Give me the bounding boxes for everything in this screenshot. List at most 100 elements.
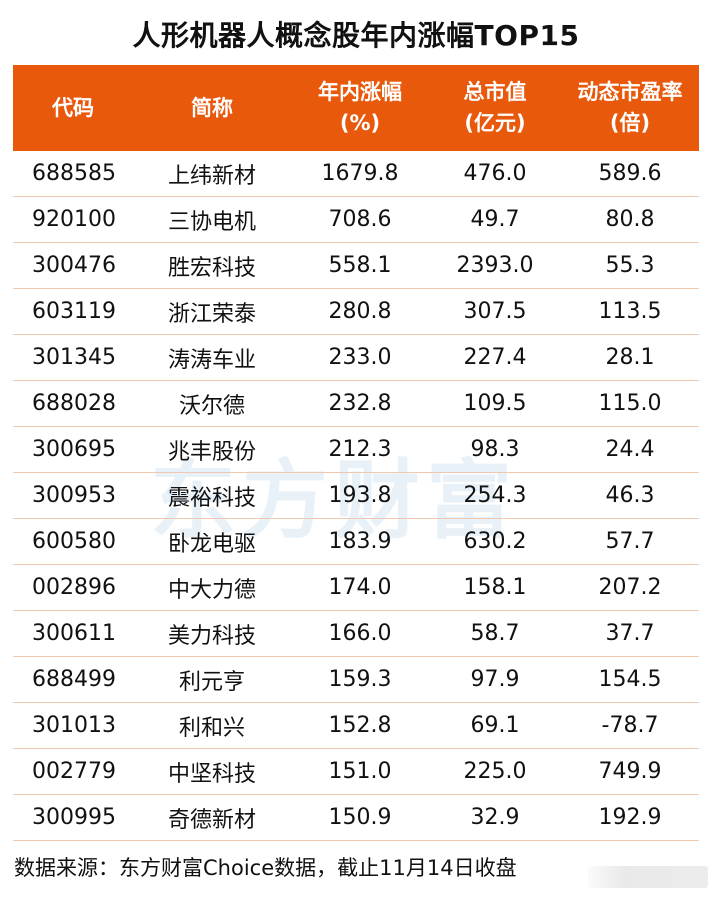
table-row: 688499 利元亨 159.3 97.9 154.5 xyxy=(13,657,699,703)
cell-market-cap: 227.4 xyxy=(463,345,527,370)
cell-market-cap: 476.0 xyxy=(463,161,527,186)
cell-pe-ratio: 115.0 xyxy=(598,391,662,416)
cell-ytd-change: 150.9 xyxy=(328,805,392,830)
table-row: 688585 上纬新材 1679.8 476.0 589.6 xyxy=(13,151,699,197)
cell-name: 美力科技 xyxy=(167,623,256,649)
table-header: 代码 简称 年内涨幅 (%) 总市值 (亿元) 动态市盈率 (倍) xyxy=(13,65,699,151)
cell-ytd-change: 159.3 xyxy=(328,667,392,692)
cell-pe-ratio: 46.3 xyxy=(605,483,655,508)
cell-ytd-change: 212.3 xyxy=(328,437,392,462)
header-name: 简称 xyxy=(191,95,233,120)
table-row: 301013 利和兴 152.8 69.1 -78.7 xyxy=(13,703,699,749)
cell-ytd-change: 233.0 xyxy=(328,345,392,370)
cell-name: 胜宏科技 xyxy=(167,255,256,281)
cell-pe-ratio: 207.2 xyxy=(598,575,662,600)
cell-market-cap: 254.3 xyxy=(463,483,527,508)
cell-name: 三协电机 xyxy=(167,209,256,235)
cell-name: 利和兴 xyxy=(178,715,245,741)
cell-code: 002779 xyxy=(32,759,116,784)
table-row: 300995 奇德新材 150.9 32.9 192.9 xyxy=(13,795,699,841)
cell-code: 688499 xyxy=(32,667,116,692)
cell-name: 奇德新材 xyxy=(167,807,256,833)
cell-market-cap: 307.5 xyxy=(463,299,527,324)
cell-name: 震裕科技 xyxy=(167,485,256,511)
cell-ytd-change: 193.8 xyxy=(328,483,392,508)
cell-market-cap: 69.1 xyxy=(470,713,520,738)
cell-market-cap: 630.2 xyxy=(463,529,527,554)
cell-code: 688585 xyxy=(32,161,116,186)
cell-pe-ratio: 589.6 xyxy=(598,161,662,186)
table-row: 920100 三协电机 708.6 49.7 80.8 xyxy=(13,197,699,243)
cell-code: 301013 xyxy=(32,713,116,738)
header-ytd-change: 年内涨幅 (%) xyxy=(318,80,402,135)
cell-ytd-change: 280.8 xyxy=(328,299,392,324)
cell-ytd-change: 174.0 xyxy=(328,575,392,600)
cell-pe-ratio: 80.8 xyxy=(605,207,655,232)
cell-code: 300953 xyxy=(32,483,116,508)
cell-name: 中坚科技 xyxy=(167,761,256,787)
cell-ytd-change: 183.9 xyxy=(328,529,392,554)
cell-market-cap: 98.3 xyxy=(470,437,520,462)
cell-pe-ratio: 28.1 xyxy=(605,345,655,370)
cell-name: 涛涛车业 xyxy=(167,347,256,373)
table-row: 688028 沃尔德 232.8 109.5 115.0 xyxy=(13,381,699,427)
cell-code: 002896 xyxy=(32,575,116,600)
table-row: 600580 卧龙电驱 183.9 630.2 57.7 xyxy=(13,519,699,565)
cell-code: 688028 xyxy=(32,391,116,416)
cell-pe-ratio: 55.3 xyxy=(605,253,655,278)
cell-market-cap: 97.9 xyxy=(470,667,520,692)
cell-market-cap: 2393.0 xyxy=(456,253,534,278)
table-row: 300695 兆丰股份 212.3 98.3 24.4 xyxy=(13,427,699,473)
cell-name: 中大力德 xyxy=(167,577,256,603)
cell-market-cap: 158.1 xyxy=(463,575,527,600)
cell-market-cap: 32.9 xyxy=(470,805,520,830)
cell-code: 600580 xyxy=(32,529,116,554)
table-row: 603119 浙江荣泰 280.8 307.5 113.5 xyxy=(13,289,699,335)
cell-pe-ratio: 192.9 xyxy=(598,805,662,830)
table-row: 002896 中大力德 174.0 158.1 207.2 xyxy=(13,565,699,611)
cell-code: 301345 xyxy=(32,345,116,370)
cell-name: 沃尔德 xyxy=(178,393,245,419)
header-market-cap: 总市值 (亿元) xyxy=(463,80,527,135)
cell-code: 300476 xyxy=(32,253,116,278)
cell-name: 兆丰股份 xyxy=(167,439,256,465)
table-body: 688585 上纬新材 1679.8 476.0 589.6 920100 三协电机 708.… xyxy=(13,151,699,841)
cell-name: 利元亨 xyxy=(178,669,245,695)
watermark-logo xyxy=(588,866,708,888)
cell-ytd-change: 166.0 xyxy=(328,621,392,646)
cell-pe-ratio: 37.7 xyxy=(605,621,655,646)
cell-code: 603119 xyxy=(32,299,116,324)
table-row: 300953 震裕科技 193.8 254.3 46.3 xyxy=(13,473,699,519)
table-row: 301345 涛涛车业 233.0 227.4 28.1 xyxy=(13,335,699,381)
stock-table: 代码 简称 年内涨幅 (%) 总市值 (亿元) 动态市盈率 (倍) 688585… xyxy=(13,65,699,841)
cell-market-cap: 58.7 xyxy=(470,621,520,646)
cell-code: 300611 xyxy=(32,621,116,646)
cell-ytd-change: 152.8 xyxy=(328,713,392,738)
cell-pe-ratio: 113.5 xyxy=(598,299,662,324)
cell-pe-ratio: 749.9 xyxy=(598,759,662,784)
cell-ytd-change: 558.1 xyxy=(328,253,392,278)
cell-ytd-change: 708.6 xyxy=(328,207,392,232)
header-pe-ratio: 动态市盈率 (倍) xyxy=(577,80,683,135)
data-source-note: 数据来源：东方财富Choice数据，截止11月14日收盘 xyxy=(14,856,517,880)
cell-market-cap: 109.5 xyxy=(463,391,527,416)
table-row: 002779 中坚科技 151.0 225.0 749.9 xyxy=(13,749,699,795)
header-code: 代码 xyxy=(52,95,94,120)
cell-ytd-change: 232.8 xyxy=(328,391,392,416)
table-row: 300476 胜宏科技 558.1 2393.0 55.3 xyxy=(13,243,699,289)
cell-name: 上纬新材 xyxy=(167,163,256,189)
cell-code: 920100 xyxy=(32,207,116,232)
cell-market-cap: 225.0 xyxy=(463,759,527,784)
cell-pe-ratio: 24.4 xyxy=(605,437,655,462)
watermark: 东方财富 xyxy=(150,451,518,551)
cell-pe-ratio: 57.7 xyxy=(605,529,655,554)
cell-pe-ratio: 154.5 xyxy=(598,667,662,692)
table-title: 人形机器人概念股年内涨幅TOP15 xyxy=(132,19,580,52)
cell-code: 300995 xyxy=(32,805,116,830)
table-row: 300611 美力科技 166.0 58.7 37.7 xyxy=(13,611,699,657)
cell-pe-ratio: -78.7 xyxy=(601,713,659,738)
cell-name: 浙江荣泰 xyxy=(167,301,256,327)
cell-ytd-change: 1679.8 xyxy=(321,161,399,186)
cell-market-cap: 49.7 xyxy=(470,207,520,232)
cell-name: 卧龙电驱 xyxy=(167,531,256,557)
